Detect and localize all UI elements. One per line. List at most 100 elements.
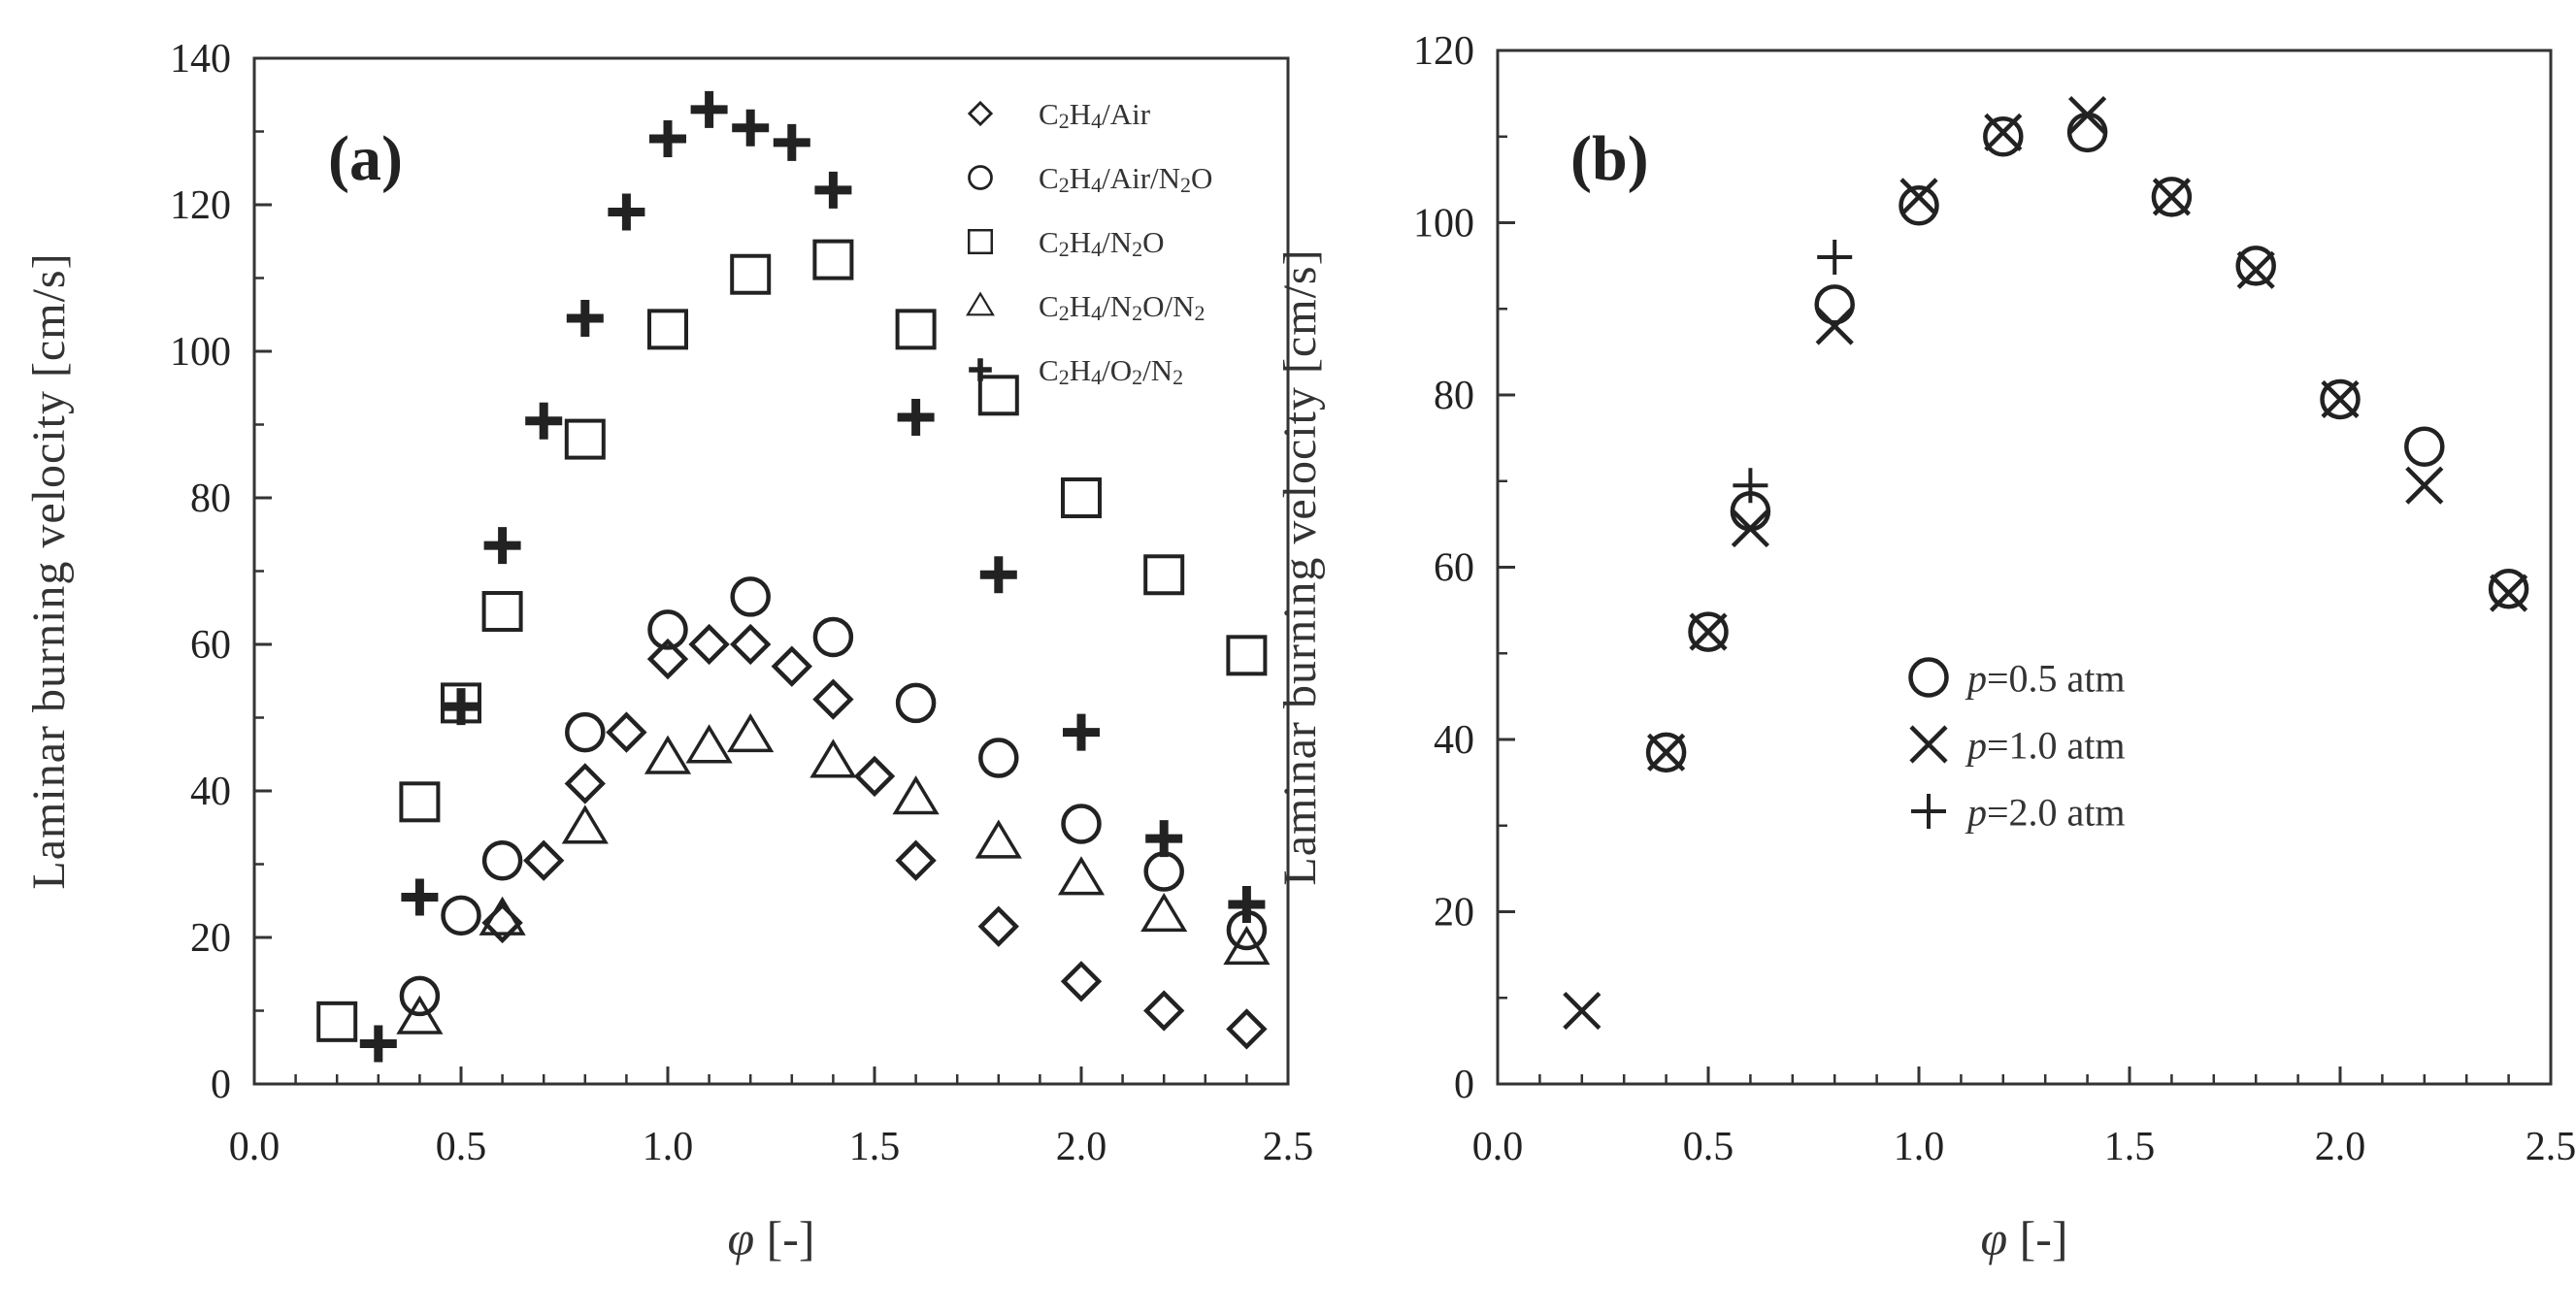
x-axis-title: φ [-]	[727, 1211, 814, 1265]
data-point-c2h4-air-n2o	[730, 576, 771, 617]
data-point-p-1-0-atm	[2068, 95, 2107, 135]
data-point-c2h4-air	[523, 839, 565, 881]
x-tick-label: 0.0	[1472, 1125, 1524, 1169]
data-point-c2h4-n2o-n2	[644, 735, 692, 774]
y-tick-label: 100	[170, 330, 231, 375]
data-point-c2h4-o2-n2	[1063, 713, 1100, 751]
series-c2h4-air-n2o	[399, 576, 1268, 1017]
data-point-c2h4-n2o	[399, 781, 441, 823]
data-point-c2h4-o2-n2	[814, 171, 852, 209]
series-c2h4-n2o	[316, 239, 1268, 1042]
data-point-p-0-5-atm	[2488, 568, 2529, 609]
data-point-c2h4-air-n2o	[565, 711, 606, 753]
data-point-c2h4-o2-n2	[649, 120, 686, 158]
legend: C2H4/Air C2H4/Air/N2O C2H4/N2O C2H4/N2O/N2 C…	[966, 97, 1212, 389]
legend: p=0.5 atm p=1.0 atm p=2.0 atm	[1908, 656, 2126, 834]
data-point-c2h4-o2-n2	[483, 527, 521, 565]
y-tick-label: 120	[170, 183, 231, 228]
data-point-p-0-5-atm	[1899, 185, 1939, 226]
data-point-p-1-0-atm	[2321, 379, 2360, 419]
data-point-c2h4-air	[606, 711, 647, 753]
data-point-p-1-0-atm	[2152, 178, 2191, 216]
data-point-c2h4-n2o	[1143, 554, 1185, 596]
data-point-c2h4-o2-n2	[401, 878, 439, 916]
data-point-c2h4-n2o-n2	[892, 775, 940, 815]
legend-marker-c2h4-o2-n2	[969, 358, 992, 381]
data-point-p-2-0-atm	[1817, 240, 1853, 275]
data-point-p-2-0-atm	[1733, 468, 1768, 504]
y-axis-title: Laminar burning velocity [cm/s]	[1274, 248, 1326, 885]
data-point-c2h4-n2o-n2	[727, 712, 775, 753]
data-point-c2h4-air	[812, 678, 854, 720]
data-point-p-0-5-atm	[1983, 116, 2024, 157]
data-point-c2h4-n2o-n2	[1057, 856, 1106, 896]
plot-frame	[1496, 49, 2553, 1086]
data-point-p-0-5-atm	[1814, 284, 1855, 325]
y-tick-label: 20	[190, 916, 231, 961]
y-tick-label: 20	[1434, 891, 1474, 936]
data-point-c2h4-n2o	[481, 591, 523, 633]
data-point-c2h4-n2o-n2	[396, 995, 444, 1034]
data-point-p-0-5-atm	[2404, 426, 2445, 467]
data-point-c2h4-o2-n2	[1145, 820, 1183, 858]
data-point-c2h4-n2o	[812, 239, 854, 280]
data-point-c2h4-air-n2o	[895, 682, 937, 724]
y-tick-label: 40	[190, 770, 231, 814]
data-point-c2h4-n2o-n2	[685, 724, 733, 764]
data-point-c2h4-n2o-n2	[479, 896, 526, 936]
legend-marker-p-0-5-atm	[1908, 657, 1949, 698]
data-point-p-1-0-atm	[2405, 466, 2444, 505]
data-point-c2h4-n2o-n2	[1140, 892, 1188, 933]
y-tick-label: 60	[1434, 546, 1474, 591]
data-point-c2h4-o2-n2	[773, 123, 810, 161]
data-point-c2h4-o2-n2	[897, 398, 935, 436]
data-point-c2h4-o2-n2	[525, 402, 563, 440]
data-point-c2h4-air-n2o	[647, 609, 688, 650]
panel-a: 0.0 0.5 1.0 1.5 2.0 2.5 0 20 40 60 80 100 120 140 φ [-…	[23, 37, 1313, 1265]
data-point-p-0-5-atm	[2235, 246, 2276, 286]
legend-label-p-2-0-atm: p=2.0 atm	[1965, 790, 2126, 834]
data-point-c2h4-n2o	[1226, 635, 1268, 676]
data-point-c2h4-n2o	[977, 375, 1019, 416]
x-tick-label: 2.0	[2315, 1125, 2366, 1169]
panel-b: 0.0 0.5 1.0 1.5 2.0 2.5 0 20 40 60 80 100 120 φ [-] La…	[1274, 29, 2576, 1265]
series-p-2-0-atm	[1733, 240, 1853, 504]
data-point-c2h4-air	[895, 839, 937, 881]
data-point-c2h4-air	[564, 763, 606, 804]
data-point-p-1-0-atm	[1689, 612, 1728, 651]
y-tick-label: 120	[1413, 29, 1474, 74]
data-point-c2h4-air	[1226, 1008, 1268, 1050]
data-point-p-1-0-atm	[2236, 250, 2275, 289]
data-point-c2h4-n2o	[316, 1001, 358, 1042]
legend-label-p-0-5-atm: p=0.5 atm	[1965, 656, 2126, 700]
legend-label-c2h4-air: C2H4/Air	[1039, 97, 1151, 133]
data-point-c2h4-n2o-n2	[974, 819, 1022, 859]
legend-marker-c2h4-n2o-n2	[966, 291, 995, 316]
data-point-c2h4-air-n2o	[481, 839, 523, 881]
y-axis-title: Laminar burning velocity [cm/s]	[23, 252, 75, 889]
data-point-c2h4-air	[771, 645, 812, 687]
x-tick-label: 2.0	[1056, 1125, 1107, 1169]
legend-label-c2h4-o2-n2: C2H4/O2/N2	[1039, 353, 1183, 389]
y-tick-label: 80	[1434, 374, 1474, 418]
data-point-c2h4-air	[853, 755, 896, 798]
x-tick-label: 1.0	[1894, 1125, 1945, 1169]
data-point-c2h4-o2-n2	[1228, 886, 1266, 924]
data-point-c2h4-air-n2o	[399, 975, 441, 1017]
data-point-p-0-5-atm	[1645, 732, 1687, 773]
data-point-c2h4-n2o-n2	[1223, 925, 1271, 966]
x-tick-label: 1.5	[2104, 1125, 2156, 1169]
panel-label: (b)	[1570, 123, 1649, 194]
data-point-p-1-0-atm	[1731, 509, 1769, 548]
data-point-c2h4-n2o	[1061, 477, 1102, 518]
y-tick-label: 60	[190, 623, 231, 668]
series-p-1-0-atm	[1563, 95, 2528, 1031]
legend-marker-p-1-0-atm	[1909, 725, 1948, 764]
data-point-c2h4-o2-n2	[732, 109, 770, 147]
x-tick-label: 1.5	[849, 1125, 901, 1169]
y-tick-label: 0	[211, 1063, 231, 1107]
plot-frame	[252, 56, 1290, 1086]
data-point-c2h4-n2o	[647, 309, 688, 350]
legend-label-c2h4-n2o-n2: C2H4/N2O/N2	[1039, 289, 1205, 325]
